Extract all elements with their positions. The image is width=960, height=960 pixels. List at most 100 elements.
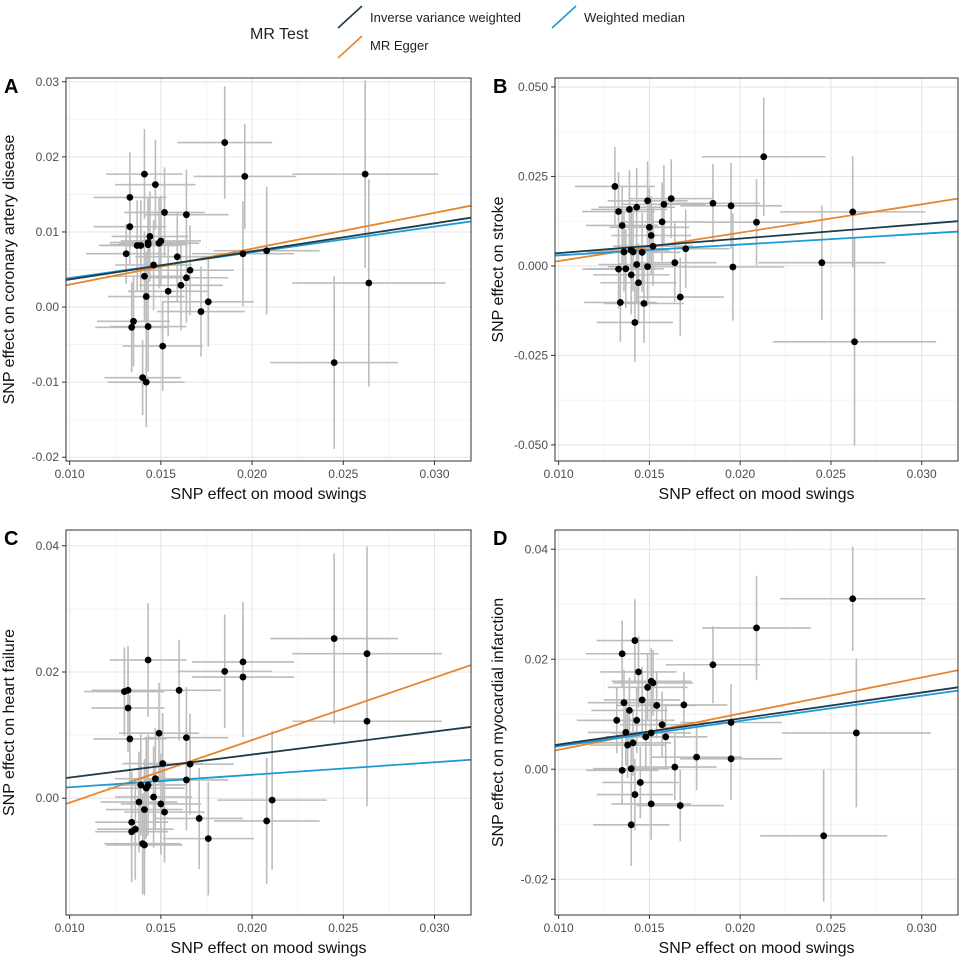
data-point bbox=[753, 218, 760, 226]
data-point bbox=[613, 716, 621, 724]
data-point bbox=[627, 821, 635, 829]
data-point bbox=[622, 265, 630, 273]
data-point bbox=[161, 209, 168, 216]
panel-D: 0.010 0.015 0.020 0.025 0.030 -0.02 0.00 0.02 0.… bbox=[490, 528, 959, 957]
data-point bbox=[618, 222, 626, 229]
y-tick-label: 0.02 bbox=[36, 665, 60, 679]
data-point bbox=[645, 223, 653, 231]
x-tick-label: 0.020 bbox=[237, 467, 267, 481]
data-point bbox=[131, 825, 139, 833]
line-mr-egger bbox=[66, 204, 471, 287]
panel-C: 0.010 0.015 0.020 0.025 0.030 0.00 0.02 0.04 SNP… bbox=[1, 528, 472, 957]
data-point bbox=[647, 729, 655, 737]
data-point bbox=[644, 263, 651, 271]
line-inverse-variance-weighted bbox=[555, 686, 958, 746]
data-point bbox=[820, 832, 828, 840]
data-point bbox=[159, 342, 167, 350]
y-tick-label: 0.00 bbox=[525, 762, 549, 776]
data-point bbox=[239, 658, 247, 666]
data-point bbox=[753, 624, 760, 632]
data-point bbox=[624, 741, 632, 749]
data-point bbox=[638, 696, 646, 704]
panel-border bbox=[65, 77, 472, 462]
line-weighted-median bbox=[66, 758, 471, 789]
data-point bbox=[649, 679, 657, 687]
data-point bbox=[161, 808, 168, 816]
data-point bbox=[363, 717, 371, 725]
y-tick-label: 0.025 bbox=[518, 169, 548, 183]
data-point bbox=[144, 656, 152, 664]
data-point bbox=[363, 650, 371, 658]
panel-label: D bbox=[493, 528, 507, 550]
x-tick-label: 0.015 bbox=[146, 467, 176, 481]
data-point bbox=[727, 755, 735, 763]
data-point bbox=[144, 781, 152, 789]
data-point bbox=[671, 259, 679, 267]
x-tick-label: 0.025 bbox=[328, 467, 358, 481]
data-point bbox=[150, 793, 157, 801]
data-point bbox=[126, 735, 134, 743]
data-point bbox=[361, 170, 369, 178]
data-point bbox=[146, 233, 154, 240]
data-point bbox=[615, 208, 622, 215]
y-axis-title: SNP effect on stroke bbox=[490, 196, 507, 342]
data-point bbox=[631, 637, 639, 644]
data-point bbox=[221, 667, 229, 675]
data-point bbox=[818, 259, 826, 267]
data-point bbox=[631, 319, 639, 326]
data-point bbox=[135, 798, 143, 806]
data-point bbox=[144, 241, 152, 249]
data-point bbox=[126, 223, 134, 231]
data-point bbox=[644, 197, 651, 205]
data-point bbox=[330, 635, 338, 642]
data-point bbox=[660, 200, 668, 208]
data-point bbox=[157, 800, 165, 808]
data-point bbox=[633, 203, 641, 211]
points bbox=[613, 595, 860, 840]
legend-key-weighted-median bbox=[551, 5, 577, 29]
data-point bbox=[137, 781, 145, 789]
x-tick-label: 0.030 bbox=[419, 921, 449, 935]
data-point bbox=[636, 779, 644, 786]
data-point bbox=[183, 734, 190, 742]
data-point bbox=[175, 686, 183, 694]
data-point bbox=[760, 153, 768, 161]
panel-A: 0.010 0.015 0.020 0.025 0.030 -0.02 -0.01 0.00 0… bbox=[1, 75, 472, 503]
data-point bbox=[186, 760, 194, 768]
data-point bbox=[164, 287, 172, 295]
data-point bbox=[239, 673, 247, 681]
y-axis-title: SNP effect on myocardial infarction bbox=[490, 598, 507, 847]
x-tick-label: 0.020 bbox=[725, 921, 755, 935]
y-tick-label: 0.00 bbox=[36, 791, 60, 805]
x-tick-label: 0.010 bbox=[544, 467, 574, 481]
data-point bbox=[729, 263, 737, 271]
y-tick-label: 0.00 bbox=[36, 300, 60, 314]
x-tick-label: 0.015 bbox=[146, 921, 176, 935]
data-point bbox=[682, 245, 690, 253]
data-point bbox=[159, 760, 167, 767]
x-tick-label: 0.010 bbox=[55, 921, 85, 935]
data-point bbox=[658, 721, 666, 729]
data-point bbox=[693, 753, 700, 761]
data-point bbox=[644, 683, 651, 691]
x-tick-label: 0.015 bbox=[634, 921, 664, 935]
data-point bbox=[141, 272, 148, 280]
y-tick-label: -0.01 bbox=[32, 375, 60, 389]
data-point bbox=[622, 729, 630, 736]
data-point bbox=[709, 199, 717, 207]
panel-border bbox=[65, 529, 472, 916]
data-point bbox=[671, 763, 679, 771]
data-point bbox=[141, 806, 148, 813]
y-tick-label: -0.02 bbox=[521, 872, 549, 886]
data-point bbox=[241, 172, 249, 180]
points bbox=[120, 635, 371, 849]
data-point bbox=[851, 338, 858, 346]
y-tick-label: 0.000 bbox=[518, 259, 548, 273]
data-point bbox=[616, 299, 624, 306]
data-point bbox=[263, 247, 271, 255]
data-point bbox=[633, 261, 641, 268]
y-tick-label: 0.04 bbox=[36, 539, 60, 553]
x-tick-label: 0.030 bbox=[419, 467, 449, 481]
data-point bbox=[365, 279, 373, 287]
data-point bbox=[126, 194, 134, 201]
